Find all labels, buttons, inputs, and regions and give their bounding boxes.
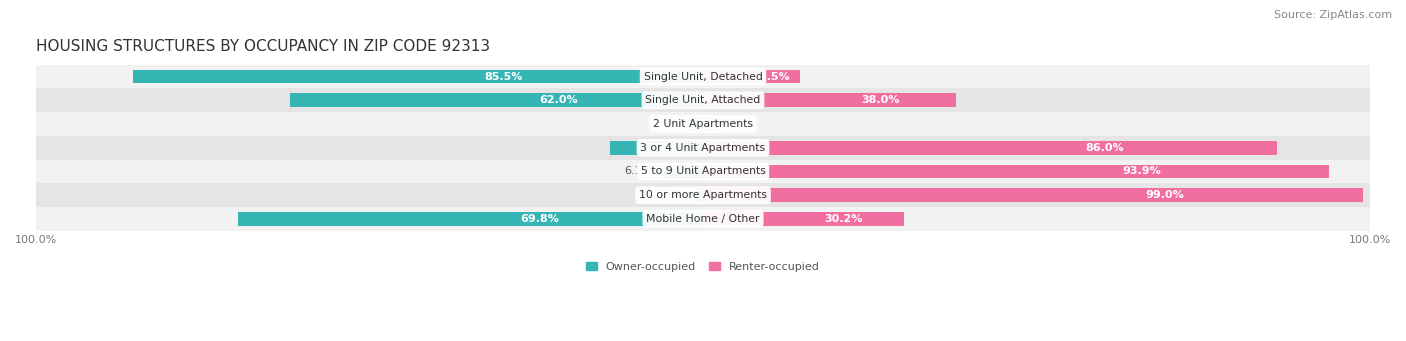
Text: 99.0%: 99.0%: [1146, 190, 1184, 200]
Legend: Owner-occupied, Renter-occupied: Owner-occupied, Renter-occupied: [586, 262, 820, 272]
Text: 6.1%: 6.1%: [624, 166, 652, 177]
Text: 1.0%: 1.0%: [658, 190, 686, 200]
Bar: [696, 188, 703, 202]
Text: 5 to 9 Unit Apartments: 5 to 9 Unit Apartments: [641, 166, 765, 177]
Bar: [703, 165, 1329, 178]
Bar: [37, 65, 1369, 88]
Text: 2 Unit Apartments: 2 Unit Apartments: [652, 119, 754, 129]
Bar: [37, 112, 1369, 136]
Bar: [37, 160, 1369, 183]
Text: Single Unit, Attached: Single Unit, Attached: [645, 95, 761, 105]
Bar: [37, 183, 1369, 207]
Text: Mobile Home / Other: Mobile Home / Other: [647, 214, 759, 224]
Text: 3 or 4 Unit Apartments: 3 or 4 Unit Apartments: [641, 143, 765, 153]
Bar: [610, 141, 703, 154]
Text: 14.5%: 14.5%: [751, 72, 790, 81]
Text: 93.9%: 93.9%: [1122, 166, 1161, 177]
Text: 30.2%: 30.2%: [825, 214, 863, 224]
Bar: [290, 93, 703, 107]
Bar: [238, 212, 703, 226]
Text: 86.0%: 86.0%: [1085, 143, 1123, 153]
Bar: [703, 93, 956, 107]
Text: 62.0%: 62.0%: [538, 95, 578, 105]
Bar: [703, 70, 800, 84]
Bar: [37, 136, 1369, 160]
Text: 0.0%: 0.0%: [713, 119, 741, 129]
Bar: [703, 188, 1364, 202]
Bar: [703, 141, 1277, 154]
Text: Source: ZipAtlas.com: Source: ZipAtlas.com: [1274, 10, 1392, 20]
Text: HOUSING STRUCTURES BY OCCUPANCY IN ZIP CODE 92313: HOUSING STRUCTURES BY OCCUPANCY IN ZIP C…: [37, 39, 491, 54]
Text: 38.0%: 38.0%: [862, 95, 900, 105]
Text: 10 or more Apartments: 10 or more Apartments: [638, 190, 768, 200]
Bar: [662, 165, 703, 178]
Bar: [703, 212, 904, 226]
Bar: [690, 117, 703, 131]
Text: 14.0%: 14.0%: [651, 143, 689, 153]
Bar: [37, 88, 1369, 112]
Text: 69.8%: 69.8%: [520, 214, 560, 224]
Text: 0.0%: 0.0%: [665, 119, 693, 129]
Bar: [37, 207, 1369, 231]
Bar: [132, 70, 703, 84]
Text: 85.5%: 85.5%: [484, 72, 523, 81]
Text: Single Unit, Detached: Single Unit, Detached: [644, 72, 762, 81]
Bar: [703, 117, 716, 131]
